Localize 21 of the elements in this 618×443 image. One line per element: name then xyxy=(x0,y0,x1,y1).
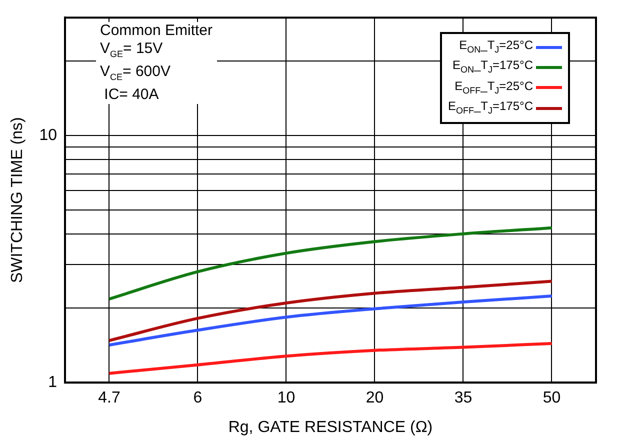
x-tick-label: 50 xyxy=(542,390,561,407)
line-series xyxy=(108,280,554,342)
x-tick-label: 10 xyxy=(277,390,296,407)
annotation: Common Emitter xyxy=(100,22,213,39)
legend-label: E$_{ON}$_T$_{J}$=25°C xyxy=(459,37,533,56)
x-tick-label: 6 xyxy=(193,390,202,407)
y-axis-title: SWITCHING TIME (ns) xyxy=(9,117,26,284)
x-tick-label: 20 xyxy=(366,390,384,407)
legend-label: E$_{OFF}$_T$_{J}$=25°C xyxy=(454,78,533,98)
line-series xyxy=(108,342,554,375)
annotation: IC= 40A xyxy=(104,86,159,103)
legend-label: E$_{ON}$_T$_{J}$=175°C xyxy=(452,57,533,77)
annotation: V$_{GE}$= 15V xyxy=(100,40,163,59)
legend-label: E$_{OFF}$_T$_{J}$=175°C xyxy=(448,98,533,118)
x-axis-title: Rg, GATE RESISTANCE (Ω) xyxy=(228,418,433,436)
y-tick-label: 1 xyxy=(48,374,58,392)
line-series xyxy=(108,294,554,346)
x-tick-label: 4.7 xyxy=(98,390,120,407)
annotation: V$_{CE}$= 600V xyxy=(100,63,170,82)
line-series xyxy=(108,226,554,300)
x-tick-label: 35 xyxy=(454,390,472,407)
